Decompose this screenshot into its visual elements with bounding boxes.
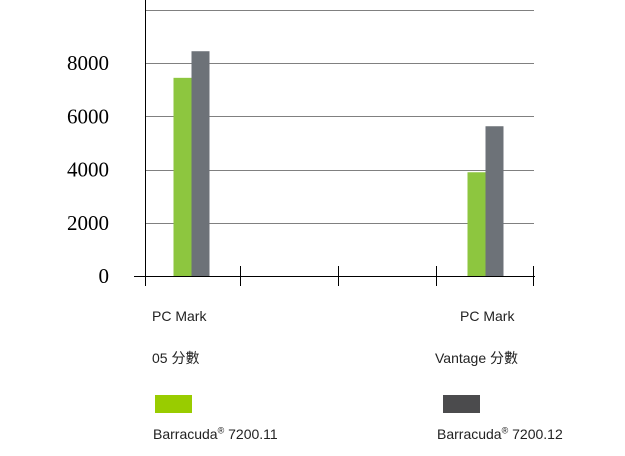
legend-swatch-series-2 — [443, 395, 480, 413]
legend-label-main: Barracuda — [153, 426, 218, 442]
category-label-line1: PC Mark — [460, 308, 515, 324]
registered-mark: ® — [501, 425, 509, 436]
legend-label-model: 7200.11 — [224, 426, 278, 442]
y-tick-label: 0 — [99, 264, 110, 288]
legend-label-series-1: Barracuda® 7200.11 — [153, 426, 278, 442]
y-tick-label: 2000 — [67, 211, 109, 235]
y-tick-labels: 0 2000 4000 6000 8000 — [67, 51, 109, 288]
axes — [134, 0, 535, 286]
legend-label-model: 7200.12 — [508, 426, 563, 442]
bar — [191, 51, 210, 277]
bars — [173, 51, 504, 277]
category-label-line2: Vantage 分數 — [435, 350, 519, 366]
legend-swatch-series-1 — [155, 395, 192, 413]
y-tick-label: 6000 — [67, 104, 109, 128]
registered-mark: ® — [217, 425, 225, 436]
bar — [173, 77, 192, 276]
y-tick-label: 8000 — [67, 51, 109, 75]
bar — [485, 126, 504, 276]
category-label-line1: PC Mark — [152, 308, 207, 324]
legend-label-series-2: Barracuda® 7200.12 — [437, 426, 563, 442]
category-label-line2: 05 分數 — [152, 350, 200, 366]
y-tick-label: 4000 — [67, 158, 109, 182]
legend-label-main: Barracuda — [437, 426, 502, 442]
bar — [467, 172, 486, 276]
